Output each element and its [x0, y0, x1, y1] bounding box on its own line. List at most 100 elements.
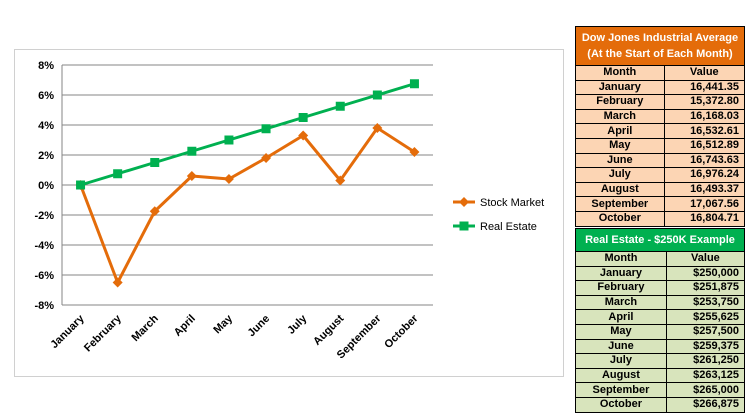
re-value-cell: $257,500 [665, 323, 746, 340]
re-value-cell: $253,750 [665, 294, 746, 311]
data-point [112, 277, 123, 288]
re-value-cell: $261,250 [665, 353, 746, 369]
legend-marker [459, 197, 469, 207]
legend-label: Real Estate [480, 221, 537, 233]
dow-header-row: Month Value [575, 65, 746, 81]
re-value-cell: $255,625 [665, 309, 746, 325]
re-value-cell: $265,000 [665, 382, 746, 398]
re-value-cell: $259,375 [665, 338, 746, 355]
y-tick-label: -4% [34, 240, 54, 252]
data-point [113, 169, 123, 179]
dow-table-title: Dow Jones Industrial Average (At the Sta… [575, 26, 745, 66]
dow-month-cell: August [575, 181, 665, 198]
data-point [150, 158, 160, 167]
re-value-cell: $251,875 [665, 280, 746, 296]
y-tick-label: -8% [34, 300, 54, 312]
re-month-cell: May [575, 323, 667, 340]
dow-row: May 16,512.89 [575, 137, 746, 154]
dow-value-cell: 16,743.63 [663, 152, 746, 169]
dow-value-cell: 16,168.03 [663, 108, 746, 125]
dow-month-cell: October [575, 210, 665, 227]
dow-value-cell: 16,441.35 [663, 79, 746, 96]
re-value-cell: $266,875 [665, 396, 746, 413]
data-point [372, 123, 383, 133]
legend-marker [459, 221, 469, 231]
re-value-cell: $263,125 [665, 367, 746, 384]
x-tick-label: May [211, 312, 235, 336]
re-month-cell: February [575, 280, 667, 296]
dow-title-line2: (At the Start of Each Month) [587, 48, 733, 60]
dow-value-cell: 16,532.61 [663, 123, 746, 139]
x-tick-label: June [246, 313, 273, 340]
chart-area: -8% -6% -4% -2% 0% 2% 4% 6% 8% January February Mar… [14, 49, 564, 377]
x-tick-label: July [285, 312, 310, 337]
dow-month-cell: March [575, 108, 665, 125]
x-tick-label: February [82, 312, 124, 354]
dow-value-cell: 15,372.80 [663, 94, 746, 110]
x-tick-label: March [129, 312, 161, 344]
re-row: March $253,750 [575, 294, 746, 311]
data-point [261, 153, 272, 163]
re-row: October $266,875 [575, 396, 746, 413]
x-tick-label: August [311, 312, 347, 348]
y-tick-label: -6% [34, 270, 54, 282]
data-point [187, 146, 197, 156]
data-point [223, 174, 234, 184]
dow-row: June 16,743.63 [575, 152, 746, 169]
real-estate-table: Real Estate - $250K Example Month Value … [575, 228, 746, 413]
dow-month-cell: July [575, 167, 665, 183]
data-point [409, 79, 419, 89]
series-line-real-estate [80, 82, 415, 187]
dow-jones-table: Dow Jones Industrial Average (At the Sta… [575, 26, 746, 227]
re-table-title: Real Estate - $250K Example [575, 228, 745, 252]
data-point [298, 130, 309, 141]
re-month-cell: April [575, 309, 667, 325]
legend-label: Stock Market [480, 197, 544, 209]
data-point [335, 101, 345, 111]
y-tick-label: 4% [38, 120, 54, 132]
dow-month-cell: April [575, 123, 665, 139]
data-point [76, 180, 86, 190]
data-point [335, 175, 346, 186]
re-row: September $265,000 [575, 382, 746, 398]
re-month-cell: March [575, 294, 667, 311]
data-point [298, 113, 308, 122]
re-row: April $255,625 [575, 309, 746, 325]
data-point [224, 135, 234, 145]
y-tick-label: -2% [34, 210, 54, 222]
re-month-cell: June [575, 338, 667, 355]
re-row: February $251,875 [575, 280, 746, 296]
y-tick-label: 2% [38, 150, 54, 162]
dow-row: August 16,493.37 [575, 181, 746, 198]
y-tick-label: 6% [38, 90, 54, 102]
re-col-month: Month [575, 251, 667, 267]
dow-row: October 16,804.71 [575, 210, 746, 227]
dow-value-cell: 16,976.24 [663, 167, 746, 183]
re-row: July $261,250 [575, 353, 746, 369]
dow-value-cell: 16,512.89 [663, 137, 746, 154]
re-month-cell: September [575, 382, 667, 398]
dow-month-cell: June [575, 152, 665, 169]
y-tick-label: 8% [38, 60, 54, 72]
x-tick-label: October [382, 312, 421, 351]
re-row: August $263,125 [575, 367, 746, 384]
re-month-cell: January [575, 265, 667, 282]
re-row: June $259,375 [575, 338, 746, 355]
re-col-value: Value [665, 251, 746, 267]
re-row: May $257,500 [575, 323, 746, 340]
dow-row: September 17,067.56 [575, 196, 746, 212]
dow-month-cell: February [575, 94, 665, 110]
dow-month-cell: January [575, 79, 665, 96]
dow-col-value: Value [663, 65, 746, 81]
series-line-stock-market [79, 126, 416, 284]
dow-value-cell: 16,804.71 [663, 210, 746, 227]
re-value-cell: $250,000 [665, 265, 746, 282]
data-point [261, 124, 271, 134]
dow-row: February 15,372.80 [575, 94, 746, 110]
x-tick-label: April [172, 313, 198, 339]
y-tick-label: 0% [38, 180, 54, 192]
re-row: January $250,000 [575, 265, 746, 282]
dow-row: April 16,532.61 [575, 123, 746, 139]
data-point [186, 171, 197, 181]
